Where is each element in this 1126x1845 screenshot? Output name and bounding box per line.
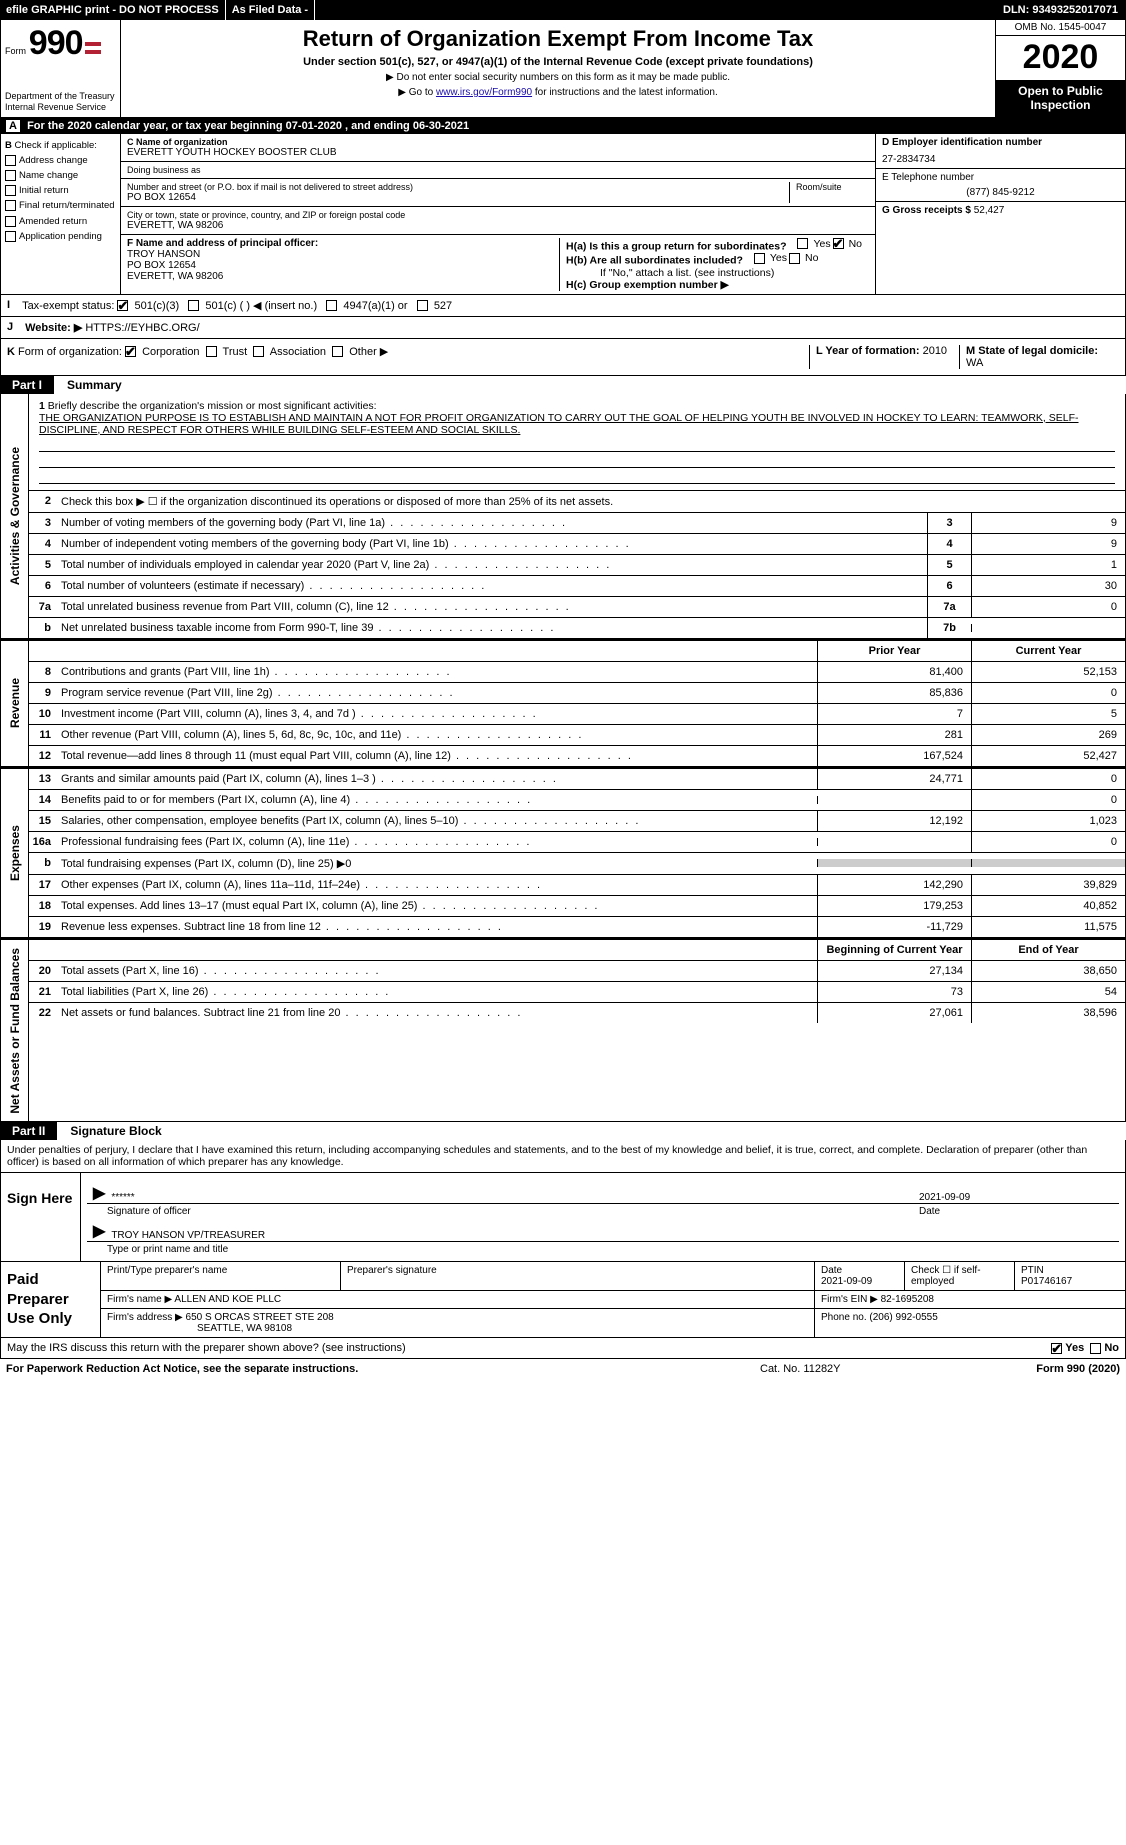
cb-trust[interactable] <box>206 346 217 357</box>
line-13: 13 Grants and similar amounts paid (Part… <box>29 769 1125 790</box>
note-goto: ▶ Go to www.irs.gov/Form990 for instruct… <box>129 87 987 98</box>
efile-label: efile GRAPHIC print - DO NOT PROCESS <box>0 0 226 20</box>
dept-label: Department of the Treasury Internal Reve… <box>5 91 116 113</box>
city-state-zip: EVERETT, WA 98206 <box>127 220 869 231</box>
form-title: Return of Organization Exempt From Incom… <box>129 26 987 52</box>
line-4: 4 Number of independent voting members o… <box>29 534 1125 555</box>
org-name: EVERETT YOUTH HOCKEY BOOSTER CLUB <box>127 147 869 158</box>
cb-corp[interactable] <box>125 346 136 357</box>
firm-ein: 82-1695208 <box>881 1294 934 1305</box>
summary-netassets: Net Assets or Fund Balances Beginning of… <box>0 938 1126 1123</box>
line-9: 9 Program service revenue (Part VIII, li… <box>29 683 1125 704</box>
cb-501c[interactable] <box>188 300 199 311</box>
tax-year: 2020 <box>996 36 1125 80</box>
checkbox-initial-return[interactable] <box>5 185 16 196</box>
phone-label: E Telephone number <box>882 172 1119 183</box>
row-i: I Tax-exempt status: 501(c)(3) 501(c) ( … <box>0 295 1126 317</box>
preparer-block: Paid Preparer Use Only Print/Type prepar… <box>0 1262 1126 1338</box>
ein-label: D Employer identification number <box>882 137 1119 148</box>
page-footer: For Paperwork Reduction Act Notice, see … <box>0 1359 1126 1379</box>
summary-expenses: Expenses 13 Grants and similar amounts p… <box>0 767 1126 938</box>
sig-intro: Under penalties of perjury, I declare th… <box>0 1140 1126 1173</box>
line-7a: 7a Total unrelated business revenue from… <box>29 597 1125 618</box>
line-12: 12 Total revenue—add lines 8 through 11 … <box>29 746 1125 766</box>
irs-link[interactable]: www.irs.gov/Form990 <box>436 87 532 98</box>
officer-name: TROY HANSON <box>127 249 559 260</box>
line-16a: 16a Professional fundraising fees (Part … <box>29 832 1125 853</box>
dln: DLN: 93493252017071 <box>995 4 1126 16</box>
line-22: 22 Net assets or fund balances. Subtract… <box>29 1003 1125 1023</box>
website-url: HTTPS://EYHBC.ORG/ <box>85 322 199 334</box>
line-18: 18 Total expenses. Add lines 13–17 (must… <box>29 896 1125 917</box>
firm-name: ALLEN AND KOE PLLC <box>174 1294 281 1305</box>
org-name-label: C Name of organization <box>127 137 869 147</box>
row-a: A For the 2020 calendar year, or tax yea… <box>0 118 1126 134</box>
may-irs-no[interactable] <box>1090 1343 1101 1354</box>
summary-revenue: Revenue Prior Year Current Year 8 Contri… <box>0 639 1126 767</box>
firm-phone: (206) 992-0555 <box>869 1312 937 1323</box>
checkbox-application-pending[interactable] <box>5 231 16 242</box>
form-subtitle: Under section 501(c), 527, or 4947(a)(1)… <box>129 56 987 68</box>
line-b: b Net unrelated business taxable income … <box>29 618 1125 638</box>
street-address: PO BOX 12654 <box>127 192 789 203</box>
row-j: J Website: ▶ HTTPS://EYHBC.ORG/ <box>0 317 1126 339</box>
line-5: 5 Total number of individuals employed i… <box>29 555 1125 576</box>
part2-header: Part II Signature Block <box>0 1122 1126 1140</box>
header-grid: B Check if applicable: Address change Na… <box>0 134 1126 295</box>
line-19: 19 Revenue less expenses. Subtract line … <box>29 917 1125 937</box>
may-irs-yes[interactable] <box>1051 1343 1062 1354</box>
officer-printed-name: TROY HANSON VP/TREASURER <box>111 1230 1119 1241</box>
checkbox-name-change[interactable] <box>5 170 16 181</box>
line-6: 6 Total number of volunteers (estimate i… <box>29 576 1125 597</box>
row-k: K Form of organization: Corporation Trus… <box>0 339 1126 376</box>
may-irs-row: May the IRS discuss this return with the… <box>0 1338 1126 1359</box>
ptin: P01746167 <box>1021 1276 1119 1287</box>
cb-501c3[interactable] <box>117 300 128 311</box>
cb-4947[interactable] <box>326 300 337 311</box>
line-10: 10 Investment income (Part VIII, column … <box>29 704 1125 725</box>
line-11: 11 Other revenue (Part VIII, column (A),… <box>29 725 1125 746</box>
summary-governance: Activities & Governance 1 Briefly descri… <box>0 394 1126 639</box>
checkbox-final-return[interactable] <box>5 200 16 211</box>
checkbox-address-change[interactable] <box>5 155 16 166</box>
line-3: 3 Number of voting members of the govern… <box>29 513 1125 534</box>
line-14: 14 Benefits paid to or for members (Part… <box>29 790 1125 811</box>
dba-label: Doing business as <box>127 165 869 175</box>
ha-no[interactable] <box>833 238 844 249</box>
officer-label: F Name and address of principal officer: <box>127 238 559 249</box>
top-bar: efile GRAPHIC print - DO NOT PROCESS As … <box>0 0 1126 20</box>
hb-no[interactable] <box>789 253 800 264</box>
mission-text: THE ORGANIZATION PURPOSE IS TO ESTABLISH… <box>39 412 1079 436</box>
line-20: 20 Total assets (Part X, line 16) 27,134… <box>29 961 1125 982</box>
form-prefix: Form <box>5 46 26 56</box>
note-ssn: ▶ Do not enter social security numbers o… <box>129 72 987 83</box>
form-number: 990 <box>29 24 83 62</box>
cb-other[interactable] <box>332 346 343 357</box>
line-8: 8 Contributions and grants (Part VIII, l… <box>29 662 1125 683</box>
line-21: 21 Total liabilities (Part X, line 26) 7… <box>29 982 1125 1003</box>
hb-yes[interactable] <box>754 253 765 264</box>
checkbox-amended[interactable] <box>5 216 16 227</box>
sign-block: Sign Here ▶ ****** 2021-09-09 Signature … <box>0 1173 1126 1262</box>
cb-assoc[interactable] <box>253 346 264 357</box>
form-header: Form 990 Department of the Treasury Inte… <box>0 20 1126 118</box>
ha-yes[interactable] <box>797 238 808 249</box>
part1-header: Part I Summary <box>0 376 1126 394</box>
gross-receipts: 52,427 <box>974 205 1005 216</box>
as-filed-label: As Filed Data - <box>226 0 315 20</box>
phone: (877) 845-9212 <box>882 187 1119 198</box>
flag-icon <box>85 42 101 54</box>
line-15: 15 Salaries, other compensation, employe… <box>29 811 1125 832</box>
ein: 27-2834734 <box>882 154 1119 165</box>
line-17: 17 Other expenses (Part IX, column (A), … <box>29 875 1125 896</box>
omb-number: OMB No. 1545-0047 <box>996 20 1125 36</box>
open-to-public: Open to Public Inspection <box>996 80 1125 117</box>
cb-527[interactable] <box>417 300 428 311</box>
line-b: b Total fundraising expenses (Part IX, c… <box>29 853 1125 875</box>
